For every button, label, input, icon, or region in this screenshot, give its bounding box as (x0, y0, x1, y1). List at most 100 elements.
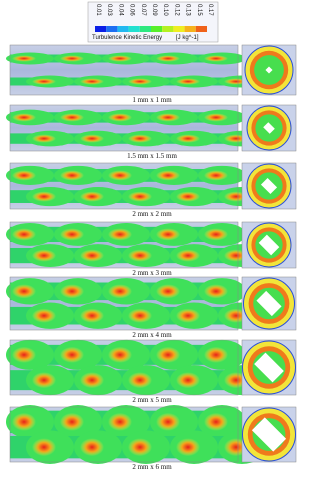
colorbar-tick-label: 0.06 (129, 4, 135, 16)
hot-spot (204, 412, 228, 431)
caption: 2 mm x 3 mm (132, 269, 172, 277)
colorbar-title: Turbulence Kinetic Energy (92, 35, 162, 41)
hot-spot (176, 191, 200, 202)
section-channel (260, 177, 278, 195)
hot-spot (204, 228, 228, 241)
panel: 2 mm x 6 mm (6, 405, 297, 471)
colorbar-segment (162, 26, 174, 32)
hot-spot (108, 170, 132, 181)
hot-spot (32, 191, 56, 202)
hot-spot (12, 284, 36, 299)
strip-border (9, 44, 239, 96)
hot-spot (176, 134, 200, 143)
hot-spot (176, 372, 200, 389)
colorbar-tick-label: 0.17 (207, 4, 213, 16)
strip-background (10, 45, 238, 95)
hot-spot (80, 308, 104, 323)
hot-spot (156, 55, 180, 62)
hot-spot (108, 346, 132, 363)
colorbar-tick-label: 0.13 (185, 4, 191, 16)
hot-spot (80, 372, 104, 389)
hot-spot (80, 438, 104, 457)
hot-spot (60, 346, 84, 363)
hot-spot (108, 55, 132, 62)
strip-border (9, 339, 239, 396)
hot-spot (128, 134, 152, 143)
hot-spot (80, 191, 104, 202)
colorbar-segment (139, 26, 151, 32)
caption: 2 mm x 5 mm (132, 396, 172, 404)
panel: 2 mm x 4 mm (6, 276, 297, 339)
hot-spot (32, 308, 56, 323)
hot-spot (60, 228, 84, 241)
panel: 1 mm x 1 mm (6, 44, 297, 104)
hot-spot (12, 55, 36, 62)
hot-spot (128, 191, 152, 202)
hot-spot (60, 55, 84, 62)
hot-spot (80, 134, 104, 143)
section-channel (254, 352, 284, 383)
hot-spot (128, 249, 152, 262)
panel: 2 mm x 2 mm (6, 162, 297, 218)
colorbar-tick-label: 0.12 (173, 4, 179, 16)
hot-spot (156, 412, 180, 431)
hot-spot (156, 170, 180, 181)
hot-spot (108, 113, 132, 122)
hot-spot (12, 228, 36, 241)
hot-spot (60, 412, 84, 431)
caption: 2 mm x 4 mm (132, 331, 172, 339)
hot-spot (204, 55, 228, 62)
hot-spot (32, 249, 56, 262)
hot-spot (32, 134, 56, 143)
hot-spot (108, 284, 132, 299)
hot-spot (60, 284, 84, 299)
hot-spot (32, 78, 56, 85)
hot-spot (108, 412, 132, 431)
hot-spot (108, 228, 132, 241)
section-channel (251, 417, 287, 452)
colorbar-segment (173, 26, 185, 32)
section-channel (256, 290, 282, 317)
hot-spot (12, 412, 36, 431)
hot-spot (60, 170, 84, 181)
colorbar-segment (151, 26, 163, 32)
colorbar-segment (128, 26, 140, 32)
figure: Turbulence Kinetic Energy [J kg^-1] 0.01… (6, 1, 297, 471)
hot-spot (60, 113, 84, 122)
hot-spot (176, 78, 200, 85)
caption: 1 mm x 1 mm (132, 96, 172, 104)
hot-spot (128, 78, 152, 85)
section-channel (258, 234, 280, 256)
colorbar-frame (87, 1, 219, 43)
hot-spot (204, 113, 228, 122)
colorbar-tick-label: 0.04 (117, 4, 123, 16)
hot-spot (176, 249, 200, 262)
caption: 2 mm x 6 mm (132, 463, 172, 471)
colorbar-segment (117, 26, 129, 32)
hot-spot (12, 113, 36, 122)
strip-border (9, 221, 239, 269)
colorbar-segment (95, 26, 107, 32)
colorbar-segment (184, 26, 196, 32)
section-channel (263, 122, 275, 134)
colorbar-unit: [J kg^-1] (176, 35, 199, 41)
hot-spot (156, 284, 180, 299)
colorbar-tick-label: 0.07 (140, 4, 146, 16)
hot-spot (128, 372, 152, 389)
hot-spot (204, 284, 228, 299)
hot-spot (176, 438, 200, 457)
section-channel (265, 66, 273, 74)
hot-spot (32, 372, 56, 389)
hot-spot (80, 78, 104, 85)
hot-spot (156, 113, 180, 122)
strip-border (9, 406, 239, 463)
panel: 2 mm x 3 mm (6, 221, 297, 277)
hot-spot (156, 346, 180, 363)
hot-spot (176, 308, 200, 323)
hot-spot (12, 170, 36, 181)
caption: 1.5 mm x 1.5 mm (127, 152, 177, 160)
hot-spot (32, 438, 56, 457)
colorbar-tick-label: 0.01 (95, 4, 101, 16)
colorbar-segment (195, 26, 207, 32)
colorbar-tick-label: 0.09 (151, 4, 157, 16)
